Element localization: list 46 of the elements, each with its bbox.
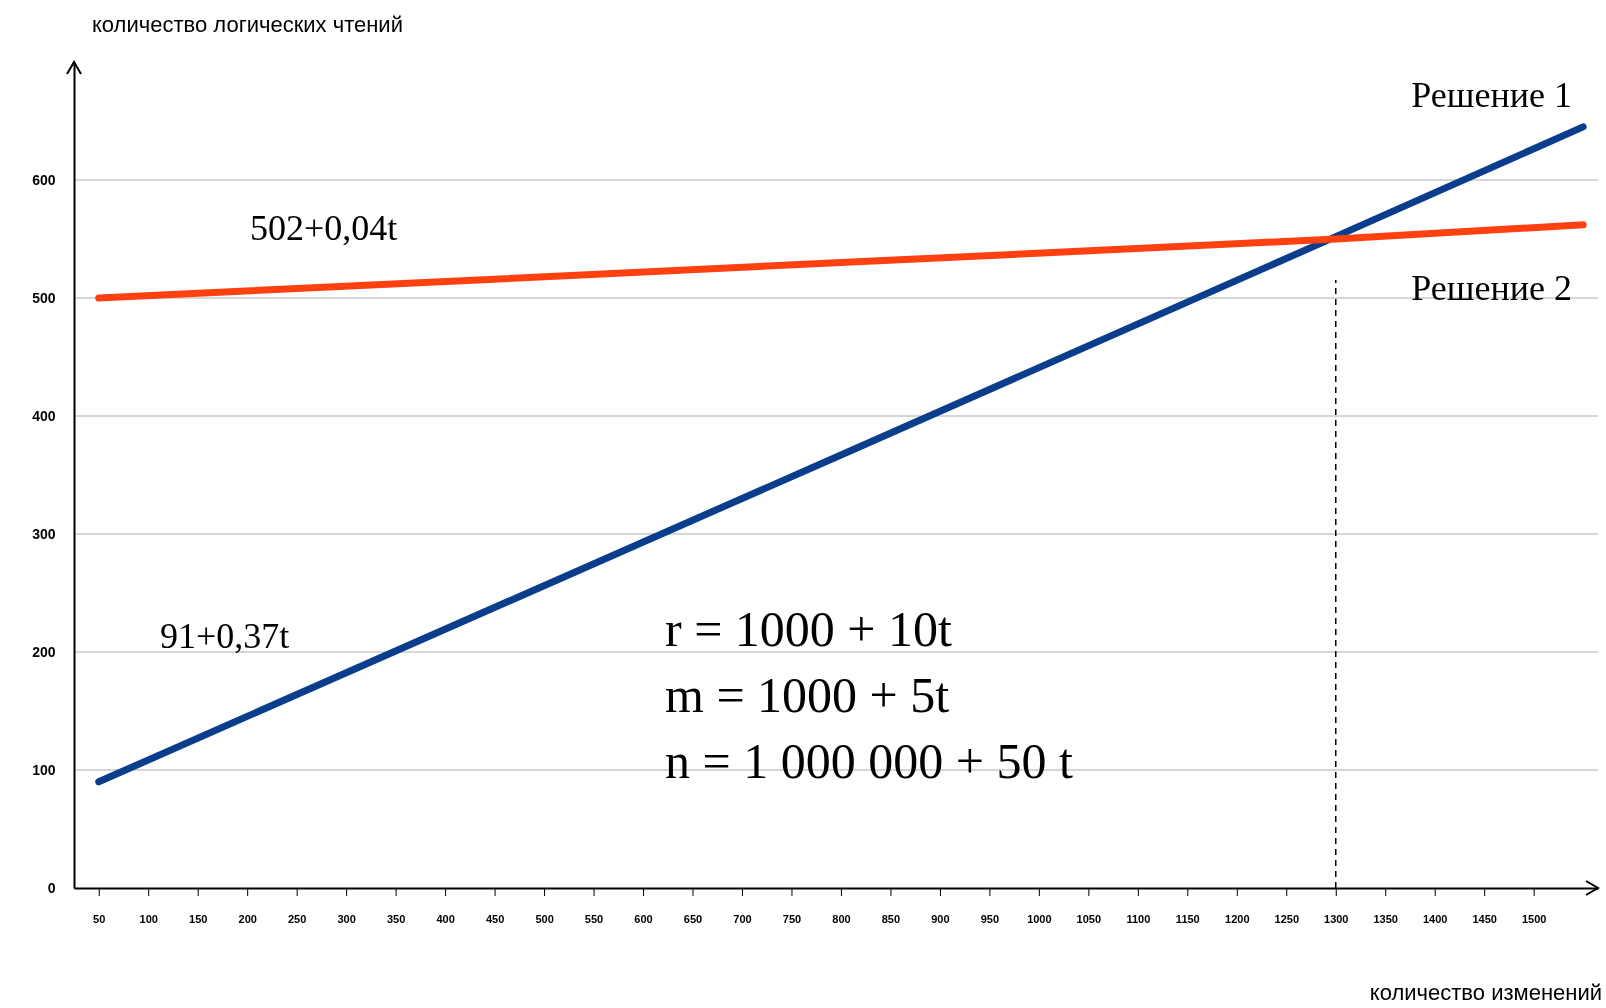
x-tick-label: 800 bbox=[832, 913, 851, 926]
x-tick-label: 150 bbox=[189, 913, 208, 926]
annotation: m = 1000 + 5t bbox=[665, 667, 950, 724]
x-tick-label: 100 bbox=[139, 913, 158, 926]
y-tick-label: 500 bbox=[32, 289, 56, 306]
series-label: Решение 2 bbox=[1411, 267, 1572, 308]
y-tick-label: 600 bbox=[32, 171, 56, 188]
annotation: r = 1000 + 10t bbox=[665, 601, 953, 658]
x-tick-label: 1500 bbox=[1521, 913, 1547, 926]
x-tick-label: 900 bbox=[931, 913, 950, 926]
annotation: 91+0,37t bbox=[160, 616, 290, 656]
x-tick-label: 350 bbox=[386, 913, 406, 926]
x-tick-label: 50 bbox=[93, 913, 106, 926]
x-tick-label: 200 bbox=[238, 913, 257, 926]
x-tick-label: 1350 bbox=[1373, 913, 1398, 926]
x-tick-label: 850 bbox=[881, 913, 901, 926]
x-tick-label: 250 bbox=[287, 913, 307, 926]
x-tick-label: 1250 bbox=[1274, 913, 1300, 926]
annotation: 502+0,04t bbox=[250, 208, 398, 248]
x-axis-title: количество изменений bbox=[1369, 980, 1602, 1005]
x-tick-label: 1100 bbox=[1126, 913, 1151, 926]
series-label: Решение 1 bbox=[1411, 74, 1572, 115]
x-tick-label: 1000 bbox=[1027, 913, 1052, 926]
x-tick-label: 300 bbox=[337, 913, 356, 926]
x-tick-label: 450 bbox=[485, 913, 505, 926]
x-tick-label: 1150 bbox=[1175, 913, 1200, 926]
y-tick-label: 0 bbox=[47, 879, 56, 896]
x-tick-label: 600 bbox=[634, 913, 653, 926]
x-tick-label: 1200 bbox=[1225, 913, 1250, 926]
x-tick-label: 400 bbox=[436, 913, 455, 926]
y-tick-label: 300 bbox=[32, 525, 56, 542]
y-axis-title: количество логических чтений bbox=[92, 12, 403, 37]
x-tick-label: 1050 bbox=[1076, 913, 1102, 926]
x-tick-label: 700 bbox=[733, 913, 752, 926]
x-tick-label: 950 bbox=[980, 913, 1000, 926]
x-tick-label: 1450 bbox=[1472, 913, 1497, 926]
x-tick-label: 550 bbox=[584, 913, 604, 926]
x-tick-label: 1300 bbox=[1324, 913, 1349, 926]
x-tick-label: 1400 bbox=[1422, 913, 1448, 926]
y-tick-label: 200 bbox=[32, 643, 56, 660]
x-tick-label: 500 bbox=[535, 913, 554, 926]
y-tick-label: 100 bbox=[32, 761, 56, 778]
annotation: n = 1 000 000 + 50 t bbox=[665, 733, 1073, 790]
x-tick-label: 750 bbox=[782, 913, 802, 926]
y-tick-label: 400 bbox=[32, 407, 56, 424]
x-tick-label: 650 bbox=[683, 913, 703, 926]
